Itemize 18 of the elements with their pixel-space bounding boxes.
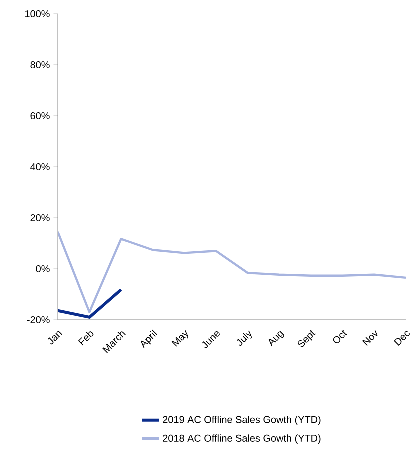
y-tick-label: 80% [30, 61, 50, 69]
x-tick-label: Aug [268, 330, 285, 347]
y-tick-label: 20% [30, 214, 50, 222]
x-tick-label: May [172, 330, 188, 347]
x-tick-label: Feb [78, 332, 94, 346]
y-tick-label: 40% [30, 163, 50, 171]
y-tick-label: 100% [26, 10, 50, 18]
y-tick-label: 0% [36, 265, 50, 273]
legend-label: 2019 AC Offline Sales Gowth (YTD) [163, 416, 321, 426]
legend-label: 2018 AC Offline Sales Gowth (YTD) [163, 434, 321, 444]
x-tick-label: Jan [48, 331, 62, 345]
x-tick-label: July [236, 330, 252, 346]
line-series [58, 230, 406, 314]
x-tick-label: Nov [362, 330, 378, 346]
x-tick-label: Oct [333, 330, 348, 344]
y-tick-label: -20% [27, 316, 50, 324]
y-tick-label: 60% [30, 112, 50, 120]
x-tick-label: Dec [394, 331, 410, 346]
